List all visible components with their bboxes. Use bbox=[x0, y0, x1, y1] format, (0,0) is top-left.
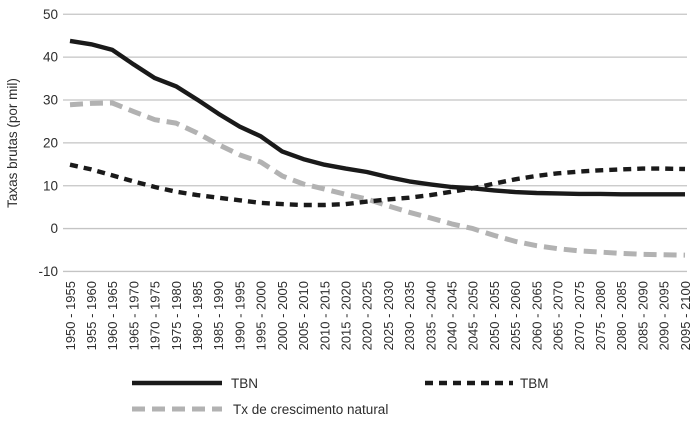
y-axis-tick-labels: 50 40 30 20 10 0 -10 bbox=[38, 7, 58, 279]
x-tick-label: 2085 - 2090 bbox=[635, 281, 650, 350]
data-series-lines bbox=[69, 38, 686, 258]
x-tick-label: 2025 - 2030 bbox=[381, 281, 396, 350]
x-tick-label: 2015 - 2020 bbox=[338, 281, 353, 350]
legend-label-tbm: TBM bbox=[520, 376, 549, 391]
x-axis-tick-labels: 1950 - 1955 1955 - 1960 1960 - 1965 1965 - … bbox=[63, 281, 693, 350]
y-tick-label-20: 20 bbox=[43, 135, 58, 150]
x-tick-label: 2055 - 2060 bbox=[508, 281, 523, 350]
x-tick-label: 2060 - 2065 bbox=[529, 281, 544, 350]
x-tick-label: 1965 - 1970 bbox=[126, 281, 141, 350]
series-line-tbm bbox=[69, 162, 686, 208]
x-tick-label: 2040 - 2045 bbox=[445, 281, 460, 350]
legend-label-tbn: TBN bbox=[231, 376, 258, 391]
x-tick-label: 1950 - 1955 bbox=[63, 281, 78, 350]
x-tick-label: 1975 - 1980 bbox=[169, 281, 184, 350]
x-tick-label: 2065 - 2070 bbox=[551, 281, 566, 350]
x-tick-label: 1960 - 1965 bbox=[105, 281, 120, 350]
y-tick-label--10: -10 bbox=[38, 264, 58, 279]
x-tick-label: 2045 - 2050 bbox=[466, 281, 481, 350]
y-axis-title: Taxas brutas (por mil) bbox=[5, 78, 20, 208]
x-tick-label: 2035 - 2040 bbox=[423, 281, 438, 350]
series-line-tbn bbox=[69, 38, 685, 197]
series-line-tx-de-crescimento-natural bbox=[69, 100, 686, 258]
x-tick-label: 2030 - 2035 bbox=[402, 281, 417, 350]
x-tick-label: 2050 - 2055 bbox=[487, 281, 502, 350]
x-tick-label: 1970 - 1975 bbox=[148, 281, 163, 350]
x-tick-label: 2090 - 2095 bbox=[657, 281, 672, 350]
x-tick-label: 2080 - 2085 bbox=[614, 281, 629, 350]
x-tick-label: 1955 - 1960 bbox=[84, 281, 99, 350]
x-tick-label: 1995 - 2000 bbox=[254, 281, 269, 350]
y-tick-label-10: 10 bbox=[43, 178, 58, 193]
x-tick-label: 2020 - 2025 bbox=[360, 281, 375, 350]
x-tick-label: 1990 - 1995 bbox=[232, 281, 247, 350]
legend: TBN TBM Tx de crescimento natural bbox=[132, 376, 549, 417]
x-tick-label: 2000 - 2005 bbox=[275, 281, 290, 350]
gridlines bbox=[63, 13, 687, 273]
x-tick-label: 2070 - 2075 bbox=[572, 281, 587, 350]
x-tick-label: 2075 - 2080 bbox=[593, 281, 608, 350]
x-tick-label: 2010 - 2015 bbox=[317, 281, 332, 350]
x-tick-label: 1980 - 1985 bbox=[190, 281, 205, 350]
y-tick-label-30: 30 bbox=[43, 93, 58, 108]
x-tick-label: 1985 - 1990 bbox=[211, 281, 226, 350]
y-tick-label-0: 0 bbox=[50, 221, 58, 236]
y-tick-label-50: 50 bbox=[43, 7, 58, 22]
legend-label-natural-growth: Tx de crescimento natural bbox=[233, 402, 388, 417]
x-tick-label: 2005 - 2010 bbox=[296, 281, 311, 350]
y-tick-label-40: 40 bbox=[43, 50, 58, 65]
x-tick-label: 2095 - 2100 bbox=[678, 281, 693, 350]
